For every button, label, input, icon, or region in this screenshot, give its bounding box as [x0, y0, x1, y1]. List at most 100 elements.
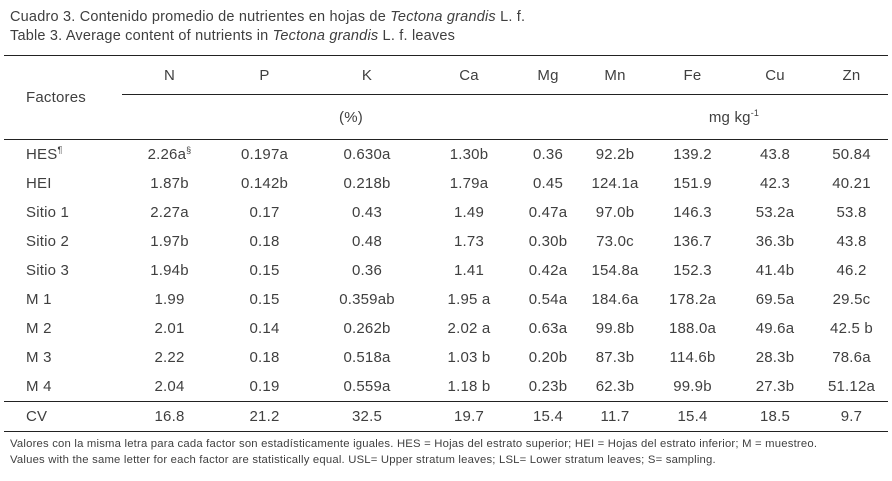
cell-value: 151.9	[673, 175, 712, 192]
factor-label: Sitio 3	[26, 262, 70, 279]
cell-value: 2.26a	[147, 146, 187, 163]
cell-value: 1.49	[454, 204, 484, 221]
title-es-species: Tectona grandis	[390, 9, 496, 25]
cell-value: 0.15	[249, 262, 280, 279]
cell-value: 0.54a	[528, 291, 568, 308]
table-row-m1: M 1 1.99 0.15 0.359ab 1.95 a 0.54a 184.6…	[4, 285, 888, 314]
cell-value: 1.18 b	[447, 378, 491, 395]
column-header-cu: Cu	[735, 55, 815, 95]
cell-value: 154.8a	[591, 262, 639, 279]
cell-value: 178.2a	[668, 291, 717, 308]
title-es-prefix: Cuadro 3. Contenido promedio de nutrient…	[10, 9, 391, 25]
header-row-units: (%) mg kg-1	[4, 94, 888, 140]
cell-value: 0.20b	[528, 349, 568, 366]
nutrients-table: Factores N P K Ca Mg Mn Fe Cu Zn (%) mg …	[4, 55, 888, 432]
table-title-es: Cuadro 3. Contenido promedio de nutrient…	[4, 8, 888, 27]
cell-value: 97.0b	[595, 204, 635, 221]
table-row-sitio-1: Sitio 1 2.27a 0.17 0.43 1.49 0.47a 97.0b…	[4, 198, 888, 227]
title-en-prefix: Table 3. Average content of nutrients in	[10, 28, 273, 44]
column-header-fe: Fe	[650, 55, 735, 95]
cell-value: 29.5c	[832, 291, 871, 308]
cell-value: 1.30b	[449, 146, 489, 163]
cell-value: 49.6a	[755, 320, 795, 337]
cell-value: 62.3b	[595, 378, 635, 395]
section-sign-superscript: §	[186, 145, 192, 155]
cell-value: 1.73	[454, 233, 484, 250]
cell-value: 0.17	[249, 204, 280, 221]
table-row-sitio-2: Sitio 2 1.97b 0.18 0.48 1.73 0.30b 73.0c…	[4, 227, 888, 256]
cell-value: 46.2	[836, 262, 867, 279]
cell-value: 0.48	[352, 233, 382, 250]
unit-mg-kg-base: mg kg	[708, 108, 751, 126]
cell-value: 87.3b	[595, 349, 635, 366]
factor-label: M 2	[26, 320, 52, 337]
cell-value: 1.94b	[150, 262, 189, 279]
cell-value: 32.5	[312, 401, 422, 432]
footnote-en: Values with the same letter for each fac…	[10, 453, 716, 466]
table-title-en: Table 3. Average content of nutrients in…	[4, 27, 888, 46]
cell-value: 50.84	[832, 146, 871, 163]
cell-value: 42.5 b	[830, 320, 873, 337]
table-row-cv: CV 16.8 21.2 32.5 19.7 15.4 11.7 15.4 18…	[4, 401, 888, 432]
cell-value: 28.3b	[755, 349, 795, 366]
cell-value: 0.14	[249, 320, 280, 337]
cell-value: 78.6a	[832, 349, 871, 366]
cell-value: 0.19	[249, 378, 280, 395]
cell-value: 53.8	[836, 204, 867, 221]
table-footnotes: Valores con la misma letra para cada fac…	[4, 437, 888, 468]
cell-value: 1.97b	[150, 233, 189, 250]
cell-value: 69.5a	[755, 291, 795, 308]
cell-value: 0.36	[352, 262, 382, 279]
title-en-species: Tectona grandis	[272, 28, 379, 44]
table-row-m2: M 2 2.01 0.14 0.262b 2.02 a 0.63a 99.8b …	[4, 314, 888, 343]
cell-value: 0.630a	[343, 146, 391, 163]
cell-value: 15.4	[516, 401, 580, 432]
cell-value: 0.197a	[240, 146, 289, 163]
cell-value: 184.6a	[591, 291, 639, 308]
cell-value: 0.18	[249, 233, 280, 250]
factor-label: HEI	[26, 175, 52, 192]
unit-mg-kg-exponent: -1	[750, 107, 760, 118]
title-en-suffix: L. f. leaves	[378, 28, 456, 44]
cell-value: 27.3b	[755, 378, 795, 395]
cell-value: 43.8	[760, 146, 790, 163]
column-header-p: P	[217, 55, 312, 95]
factor-label: M 3	[26, 349, 52, 366]
footnote-es: Valores con la misma letra para cada fac…	[10, 438, 818, 450]
cell-value: 152.3	[673, 262, 712, 279]
cell-value: 0.559a	[343, 378, 391, 395]
unit-percent: (%)	[122, 94, 580, 140]
cell-value: 99.9b	[673, 378, 712, 395]
cell-value: 0.47a	[528, 204, 568, 221]
cell-value: 41.4b	[755, 262, 795, 279]
cell-value: 9.7	[815, 401, 888, 432]
factor-label: Sitio 1	[26, 204, 70, 221]
cell-value: 1.79a	[449, 175, 489, 192]
factor-label: Sitio 2	[26, 233, 70, 250]
cell-value: 92.2b	[595, 146, 635, 163]
cell-value: 0.518a	[343, 349, 391, 366]
table-row-hes: HES¶ 2.26a§ 0.197a 0.630a 1.30b 0.36 92.…	[4, 140, 888, 170]
cell-value: 124.1a	[591, 175, 639, 192]
column-header-mg: Mg	[516, 55, 580, 95]
cell-value: 2.01	[154, 320, 185, 337]
factor-label: HES	[26, 146, 58, 163]
cell-value: 42.3	[760, 175, 790, 192]
table-row-m4: M 4 2.04 0.19 0.559a 1.18 b 0.23b 62.3b …	[4, 372, 888, 402]
cell-value: 2.04	[154, 378, 185, 395]
cell-value: 0.42a	[528, 262, 568, 279]
column-header-n: N	[122, 55, 217, 95]
factor-label: M 1	[26, 291, 52, 308]
cell-value: 18.5	[735, 401, 815, 432]
cell-value: 0.45	[533, 175, 563, 192]
header-row-elements: Factores N P K Ca Mg Mn Fe Cu Zn	[4, 55, 888, 140]
table-row-hei: HEI 1.87b 0.142b 0.218b 1.79a 0.45 124.1…	[4, 169, 888, 198]
cell-value: 188.0a	[668, 320, 717, 337]
cell-value: 136.7	[673, 233, 712, 250]
cell-value: 0.15	[249, 291, 280, 308]
cell-value: 114.6b	[669, 349, 716, 366]
column-header-ca: Ca	[422, 55, 516, 95]
unit-mg-kg: mg kg-1	[580, 94, 888, 140]
column-header-k: K	[312, 55, 422, 95]
